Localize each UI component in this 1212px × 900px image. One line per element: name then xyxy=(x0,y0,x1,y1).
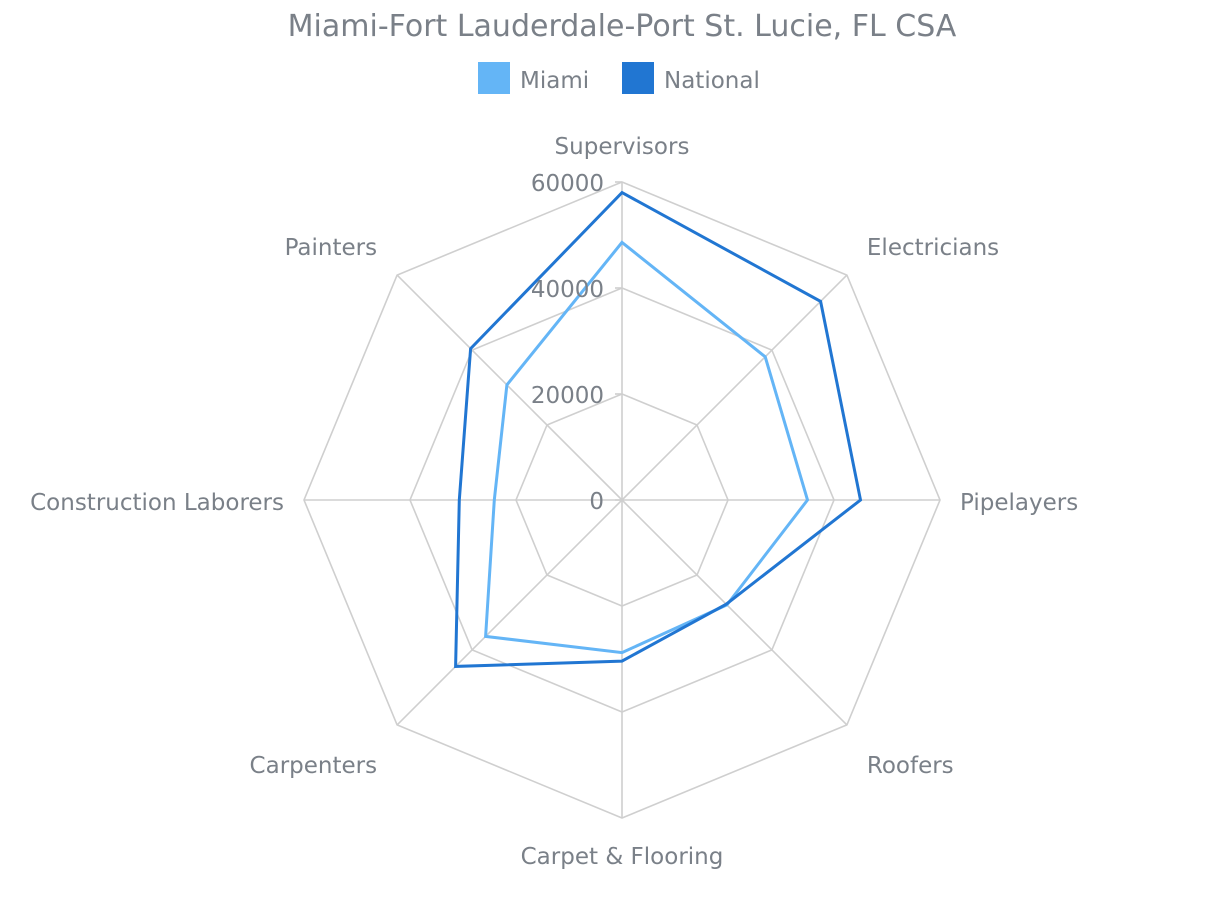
category-labels: Supervisors Electricians Pipelayers Roofers… xyxy=(30,134,1078,870)
category-label-7: Construction Laborers xyxy=(30,490,284,516)
legend-swatch-national xyxy=(622,62,654,94)
radial-tick-label-1: 20000 xyxy=(531,383,604,409)
series-line-national[interactable] xyxy=(454,190,863,668)
category-label-5: Carpet & Flooring xyxy=(521,844,724,870)
category-label-1: Supervisors xyxy=(555,134,690,160)
series xyxy=(454,190,863,668)
legend-item-national[interactable]: National xyxy=(622,62,760,94)
axes xyxy=(304,181,940,818)
legend[interactable]: Miami National xyxy=(478,62,760,94)
radial-tick-label-2: 40000 xyxy=(531,277,604,303)
radial-tick-label-3: 60000 xyxy=(531,171,604,197)
category-label-2: Electricians xyxy=(867,235,999,261)
series-line-miami[interactable] xyxy=(484,240,810,655)
legend-label-national: National xyxy=(664,68,760,94)
category-label-8: Painters xyxy=(285,235,378,261)
axis-spoke-6 xyxy=(396,499,623,726)
category-label-6: Carpenters xyxy=(250,753,378,779)
axis-spoke-8 xyxy=(396,274,623,501)
axis-spoke-2 xyxy=(621,274,848,501)
legend-label-miami: Miami xyxy=(520,68,589,94)
chart-title: Miami-Fort Lauderdale-Port St. Lucie, FL… xyxy=(288,9,957,44)
category-label-4: Roofers xyxy=(867,753,954,779)
radial-tick-label-0: 0 xyxy=(589,489,604,515)
legend-swatch-miami xyxy=(478,62,510,94)
axis-spoke-4 xyxy=(621,499,848,726)
legend-item-miami[interactable]: Miami xyxy=(478,62,589,94)
radial-ticks: 0 20000 40000 60000 xyxy=(531,171,604,515)
category-label-3: Pipelayers xyxy=(960,490,1078,516)
